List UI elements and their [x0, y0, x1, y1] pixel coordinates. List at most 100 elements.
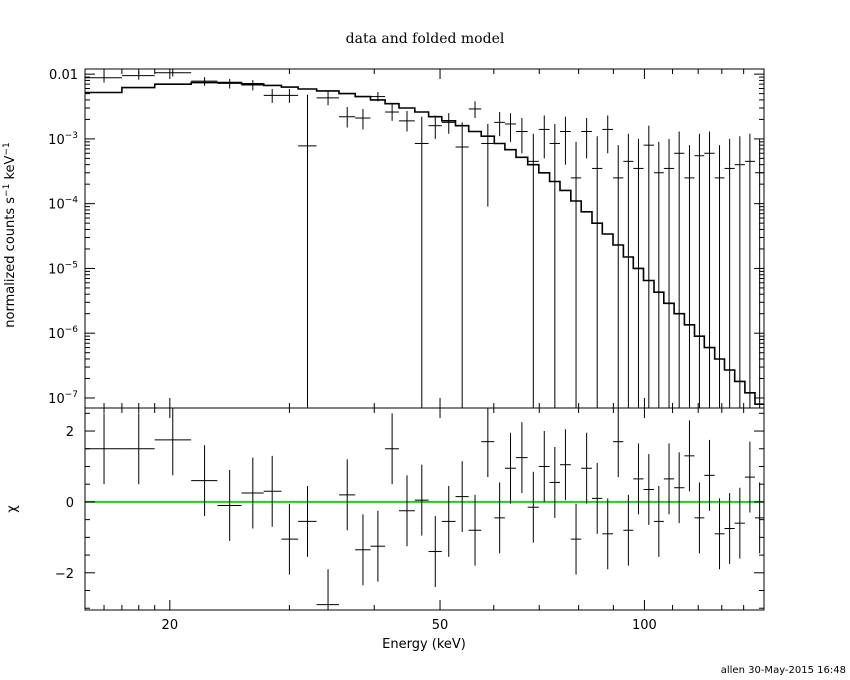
data-point: [428, 115, 442, 139]
y-tick-label: −2: [55, 567, 74, 582]
data-point: [591, 136, 603, 408]
residual-point: [559, 429, 571, 501]
data-point: [602, 115, 614, 154]
y-tick-label-base: 10: [48, 327, 65, 342]
y-tick-label-exponent: −6: [65, 325, 79, 335]
residual-point: [755, 482, 764, 554]
residual-point: [481, 408, 495, 478]
data-point: [633, 138, 644, 408]
data-point: [217, 79, 242, 89]
data-point: [663, 138, 675, 408]
data-point: [504, 113, 517, 142]
data-point: [370, 91, 386, 102]
y-tick-label: 10−7: [48, 390, 78, 407]
y-tick-label-exponent: −5: [65, 260, 78, 270]
residual-point: [504, 432, 517, 504]
data-point: [468, 101, 482, 119]
residual-point: [570, 503, 582, 575]
data-point: [704, 131, 715, 408]
y-tick-label-base: 10: [48, 133, 65, 148]
data-point: [481, 123, 495, 207]
residual-point: [281, 503, 299, 575]
data-point: [684, 145, 695, 408]
residual-point: [613, 408, 624, 478]
residual-point: [154, 408, 192, 476]
data-point: [455, 122, 469, 408]
spectrum-data-points: [85, 69, 764, 408]
data-point: [339, 107, 356, 128]
bottom-y-ticks: 2 0 −2: [55, 412, 764, 609]
data-point: [581, 118, 592, 159]
data-point: [613, 145, 624, 408]
x-tick-label: 100: [632, 618, 657, 633]
data-point: [744, 133, 756, 408]
data-point: [316, 90, 340, 106]
residual-point: [734, 487, 745, 559]
residual-point: [684, 420, 695, 492]
residual-data-points: [85, 408, 764, 610]
y-tick-label-base: 10: [48, 198, 65, 213]
y-tick-label: 10−3: [48, 131, 78, 148]
data-point: [355, 108, 371, 130]
residual-point: [602, 498, 614, 570]
bottom-y-axis-label: χ: [5, 505, 20, 513]
top-y-axis-label: normalized counts s−1 keV−1: [2, 142, 18, 327]
data-point: [385, 104, 399, 121]
y-tick-label-exponent: −4: [65, 196, 79, 206]
residual-point: [581, 432, 592, 504]
y-tick-label: 10−5: [48, 260, 78, 277]
data-point: [516, 118, 528, 154]
residual-point: [704, 439, 715, 511]
residual-point: [744, 441, 756, 513]
footer-stamp: allen 30-May-2015 16:48: [721, 665, 846, 676]
data-point: [549, 123, 560, 408]
residual-point: [516, 422, 528, 494]
residual-point: [263, 455, 282, 527]
data-point: [263, 88, 282, 103]
y-tick-label-exponent: −7: [65, 390, 78, 400]
residual-point: [191, 445, 218, 517]
residual-point: [724, 493, 735, 564]
data-point: [414, 116, 429, 408]
data-point: [654, 141, 664, 408]
data-point: [241, 80, 264, 91]
data-point: [527, 133, 539, 408]
residual-point: [428, 516, 442, 587]
residual-point: [623, 494, 634, 566]
data-point: [281, 88, 299, 103]
residual-point: [355, 514, 371, 586]
x-tick-label: 20: [162, 618, 179, 633]
residual-point: [241, 457, 264, 529]
model-step-line: [85, 81, 764, 405]
y-tick-label-base: 10: [48, 392, 65, 407]
residual-point: [370, 510, 386, 582]
residual-point: [455, 461, 469, 533]
residual-point: [643, 454, 655, 525]
residual-point: [414, 464, 429, 536]
data-point: [85, 73, 122, 83]
top-panel-frame: [84, 68, 765, 409]
data-point: [191, 77, 218, 86]
residual-point: [674, 452, 685, 524]
y-tick-label: 2: [66, 425, 74, 440]
residual-point: [494, 482, 505, 554]
residual-panel: 20−2 20 50 100: [55, 69, 765, 633]
residual-point: [694, 482, 705, 554]
data-point: [441, 113, 456, 134]
data-point: [755, 138, 764, 408]
residual-point: [121, 413, 155, 485]
residual-point: [468, 494, 482, 566]
data-point: [570, 141, 582, 408]
residual-point: [85, 413, 122, 485]
data-point: [724, 138, 735, 408]
x-tick-label: 50: [432, 618, 449, 633]
x-axis-label: Energy (keV): [382, 637, 466, 652]
residual-point: [654, 485, 664, 557]
y-tick-label: 0: [66, 496, 74, 511]
residual-point: [663, 443, 675, 515]
data-point: [643, 125, 655, 408]
residual-point: [385, 413, 399, 485]
